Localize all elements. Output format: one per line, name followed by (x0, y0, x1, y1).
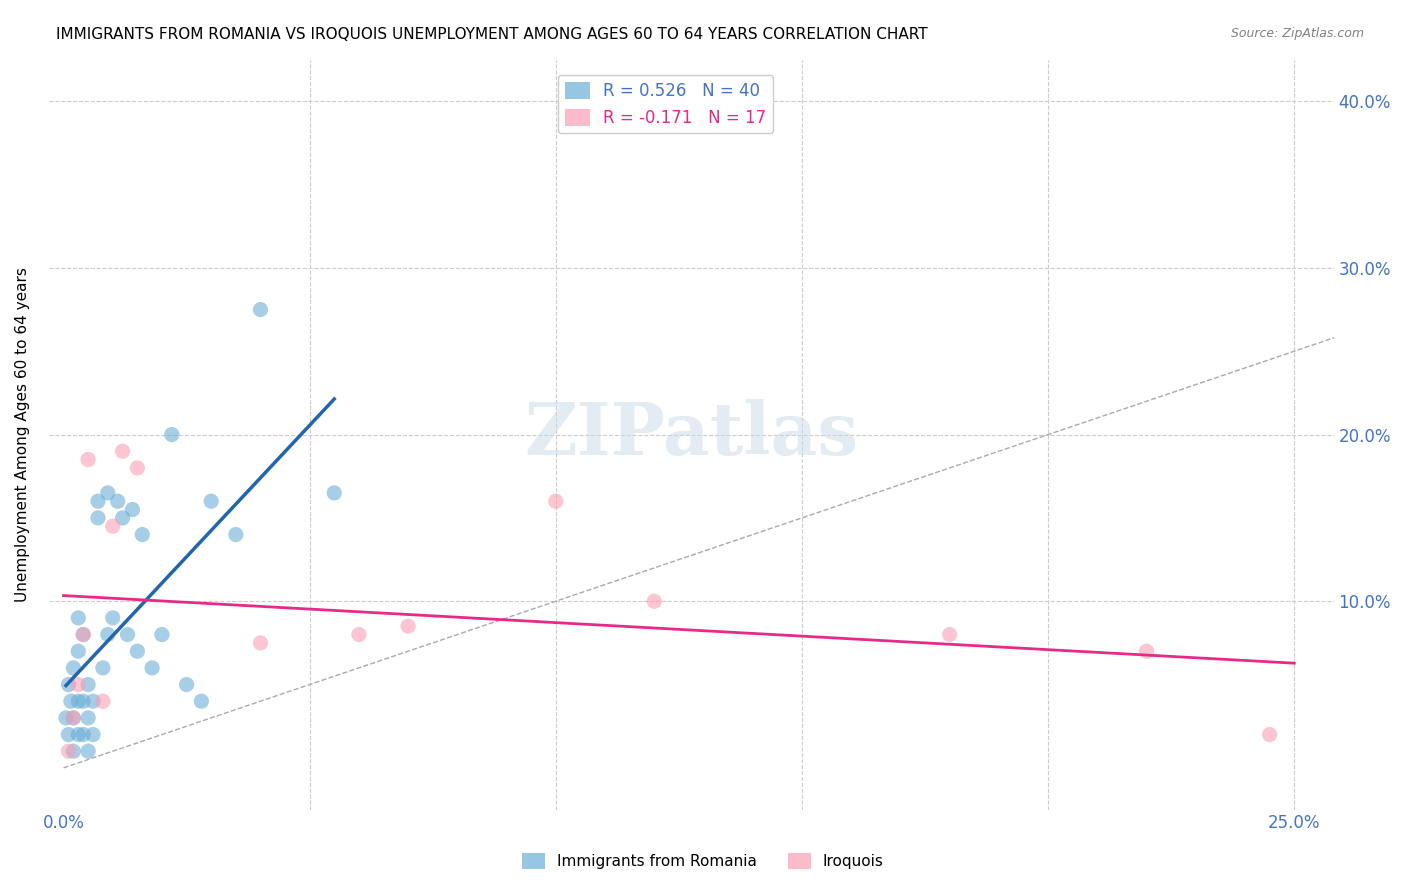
Point (101, 519, 124, 533)
Legend: R = 0.526   N = 40, R = -0.171   N = 17: R = 0.526 N = 40, R = -0.171 N = 17 (558, 76, 773, 134)
Point (67, 677, 90, 691)
Point (101, 611, 124, 625)
Point (91, 694, 114, 708)
Point (117, 627, 139, 641)
Point (176, 677, 198, 691)
Point (77, 711, 100, 725)
Point (97, 627, 120, 641)
Y-axis label: Unemployment Among Ages 60 to 64 years: Unemployment Among Ages 60 to 64 years (15, 267, 30, 602)
Point (150, 627, 173, 641)
Point (544, 494, 567, 508)
Point (87, 494, 110, 508)
Point (67, 611, 90, 625)
Point (62, 661, 84, 675)
Point (107, 494, 129, 508)
Point (160, 427, 183, 442)
Point (77, 744, 100, 758)
Point (72, 694, 94, 708)
Point (62, 744, 84, 758)
Point (62, 711, 84, 725)
Point (643, 594, 665, 608)
Point (190, 694, 212, 708)
Point (72, 627, 94, 641)
Point (97, 486, 120, 500)
Point (249, 636, 271, 650)
Point (1135, 644, 1157, 658)
Point (59, 694, 82, 708)
Point (58, 744, 80, 758)
Point (347, 627, 370, 641)
Point (111, 444, 134, 458)
Point (200, 494, 222, 508)
Text: IMMIGRANTS FROM ROMANIA VS IROQUOIS UNEMPLOYMENT AMONG AGES 60 TO 64 YEARS CORRE: IMMIGRANTS FROM ROMANIA VS IROQUOIS UNEM… (56, 27, 928, 42)
Point (141, 661, 163, 675)
Point (62, 711, 84, 725)
Point (249, 302, 271, 317)
Point (121, 502, 143, 516)
Point (72, 627, 94, 641)
Point (131, 527, 153, 541)
Point (67, 727, 90, 741)
Point (72, 727, 94, 741)
Point (77, 452, 100, 467)
Point (67, 694, 90, 708)
Point (87, 511, 110, 525)
Point (58, 727, 80, 741)
Point (58, 677, 80, 691)
Text: ZIPatlas: ZIPatlas (524, 399, 858, 470)
Point (77, 677, 100, 691)
Point (67, 644, 90, 658)
Point (127, 644, 149, 658)
Point (127, 461, 149, 475)
Point (323, 486, 346, 500)
Point (111, 511, 134, 525)
Point (396, 619, 419, 633)
Point (82, 727, 104, 741)
Legend: Immigrants from Romania, Iroquois: Immigrants from Romania, Iroquois (516, 847, 890, 875)
Point (91, 661, 114, 675)
Point (55, 711, 77, 725)
Text: Source: ZipAtlas.com: Source: ZipAtlas.com (1230, 27, 1364, 40)
Point (225, 527, 247, 541)
Point (938, 627, 960, 641)
Point (1258, 727, 1281, 741)
Point (82, 694, 104, 708)
